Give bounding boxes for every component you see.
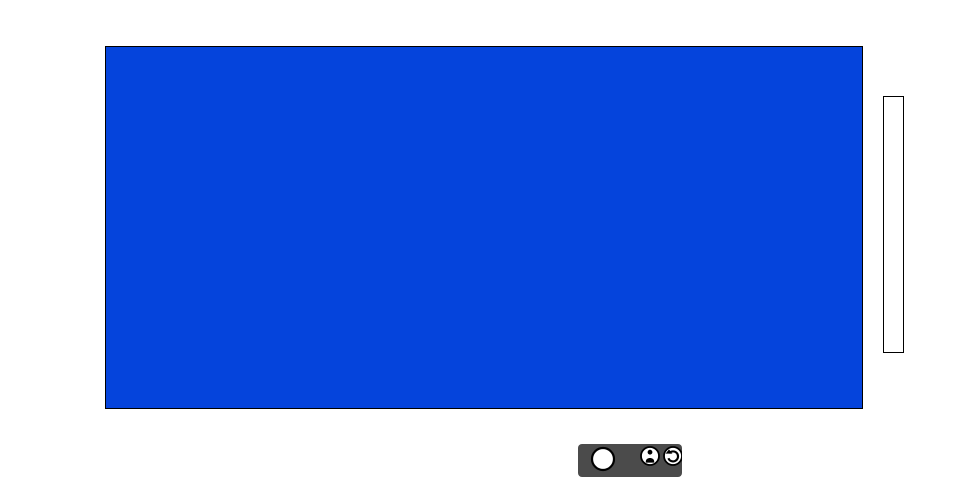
plot-area xyxy=(105,46,863,409)
cc-license-badge xyxy=(578,444,682,477)
sa-share-alike-icon xyxy=(663,446,682,466)
snr-heatmap-canvas xyxy=(106,47,861,407)
y-axis-label xyxy=(46,128,68,328)
colorbar xyxy=(883,96,904,353)
by-person-icon xyxy=(640,446,660,466)
colorbar-gradient-canvas xyxy=(884,97,903,352)
cc-icon xyxy=(590,446,616,472)
